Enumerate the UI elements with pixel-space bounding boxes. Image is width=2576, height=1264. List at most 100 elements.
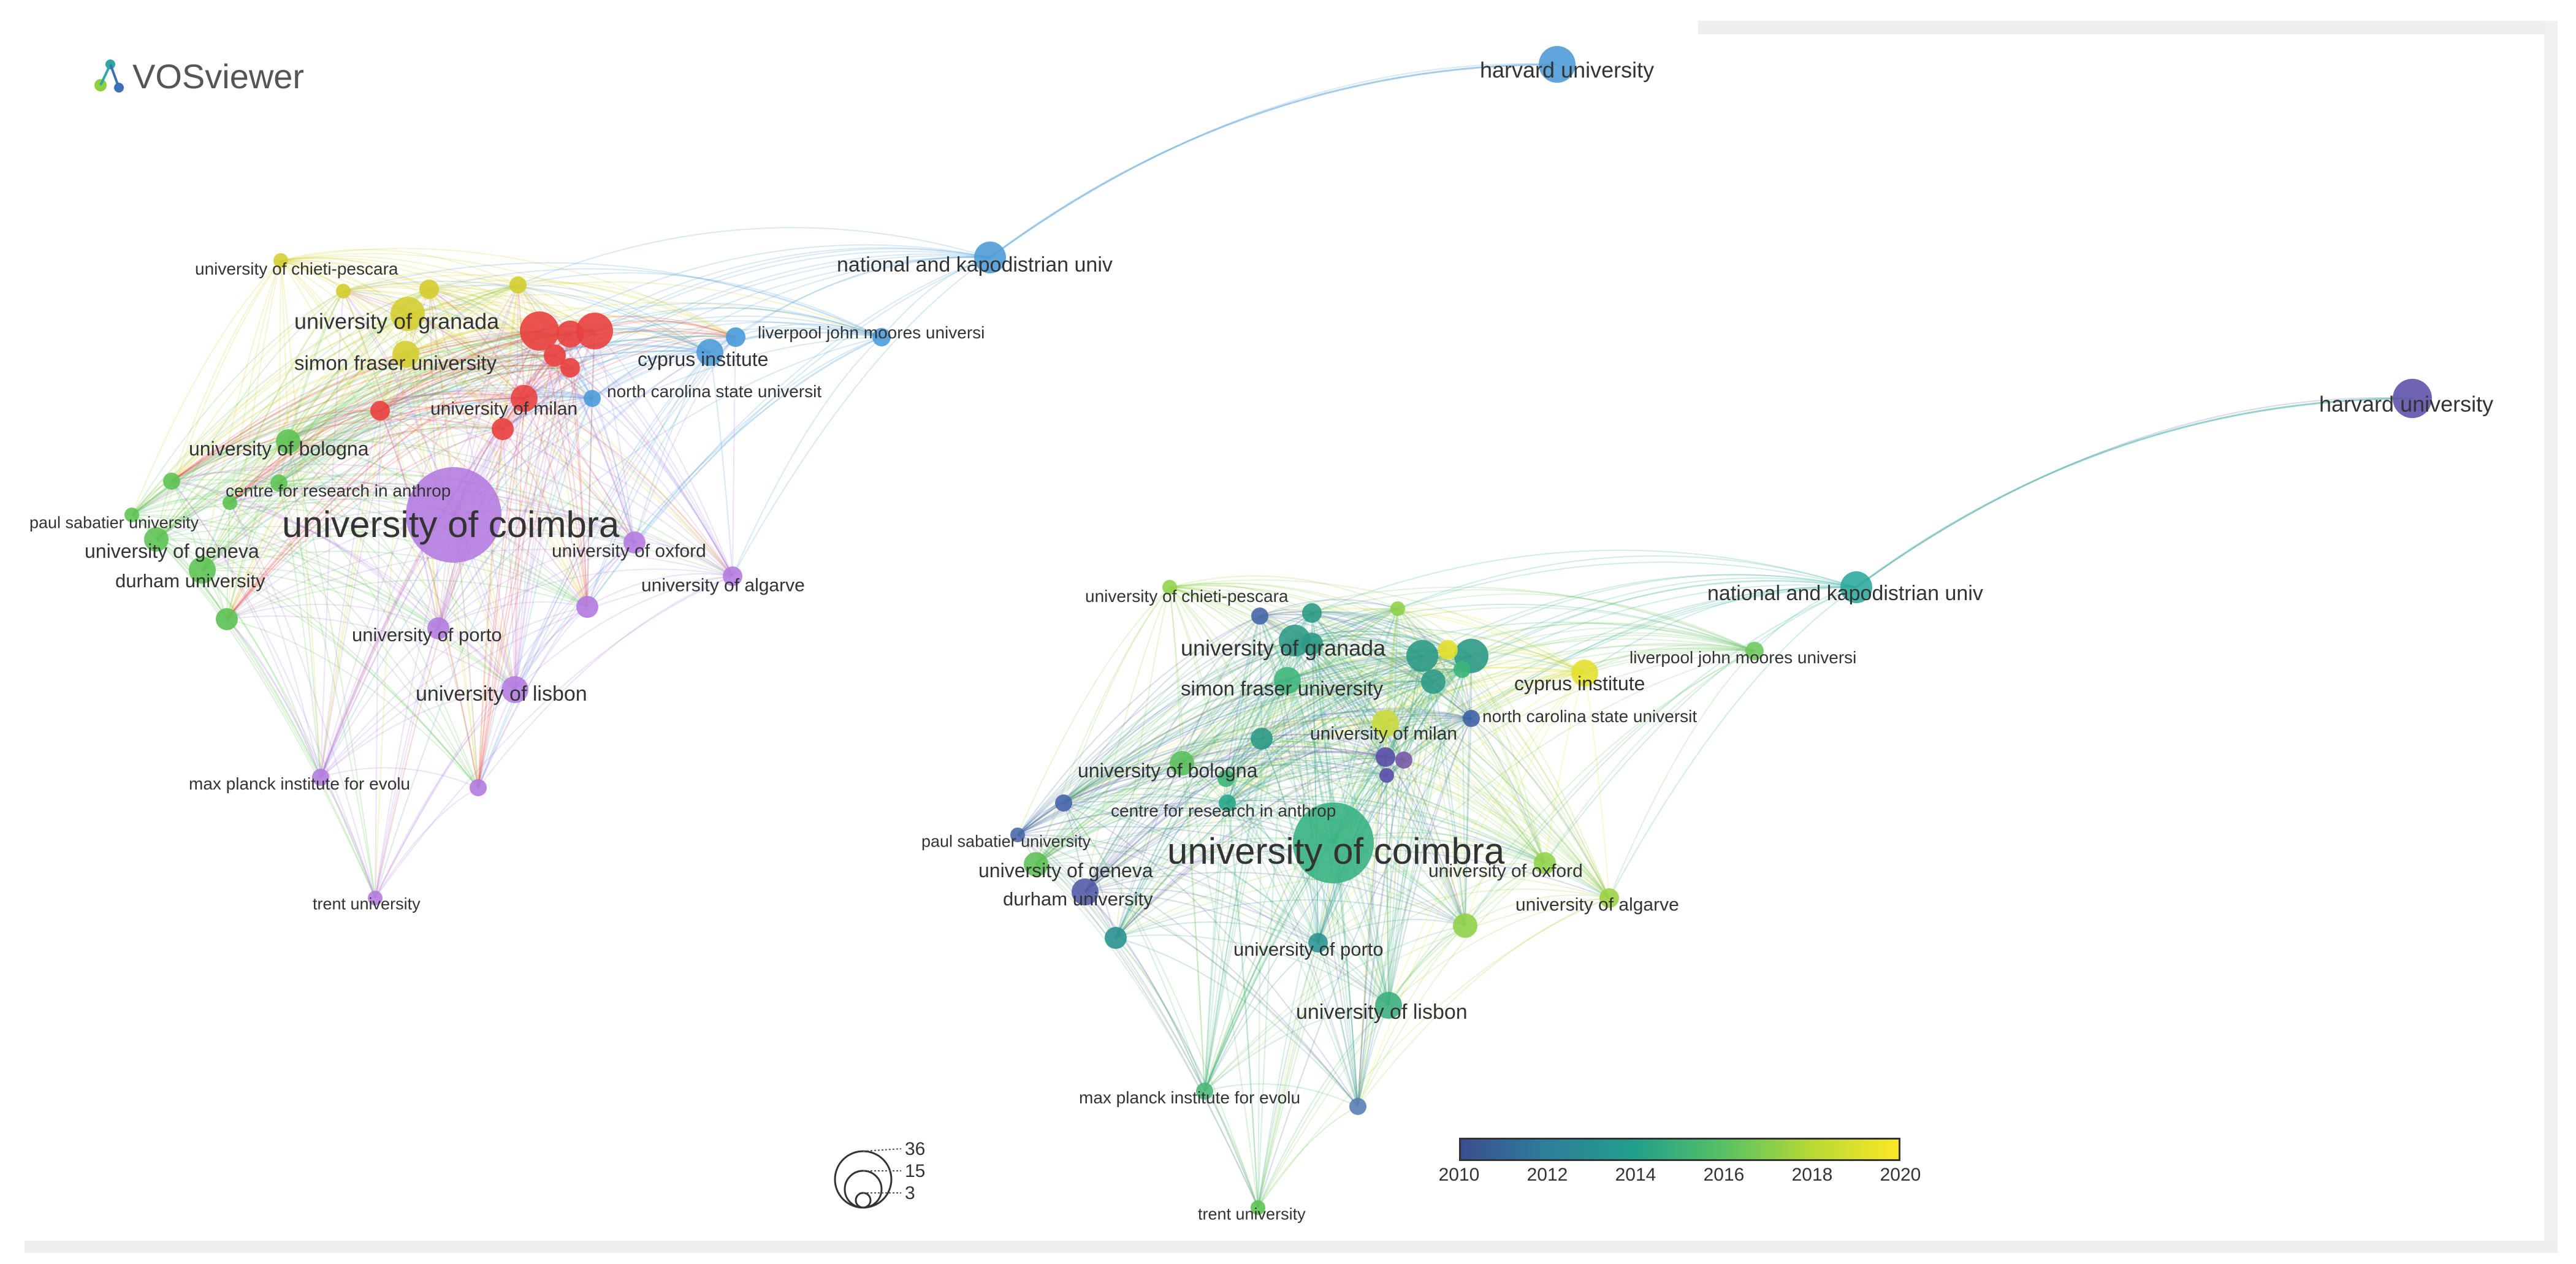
network-node-coimbra[interactable]	[406, 467, 501, 563]
network-node-geneva[interactable]	[1024, 852, 1048, 877]
network-node-nkua[interactable]	[974, 242, 1006, 273]
network-node-ncsu[interactable]	[584, 390, 601, 407]
network-edge	[226, 410, 381, 620]
network-edge	[1311, 643, 1545, 864]
network-node-bologna[interactable]	[276, 429, 300, 454]
network-edge	[278, 397, 525, 484]
network-edge	[1063, 793, 1334, 843]
network-node-nkua[interactable]	[1840, 571, 1872, 603]
network-edge	[288, 441, 479, 788]
network-edge	[343, 287, 540, 332]
network-node-liverpool[interactable]	[1745, 642, 1764, 660]
network-edge	[514, 337, 882, 690]
network-node-sabatier[interactable]	[1010, 828, 1025, 842]
network-node-durham[interactable]	[1072, 878, 1099, 905]
network-edge	[1461, 669, 1545, 864]
network-node-cyprus[interactable]	[696, 339, 723, 366]
network-node-porto[interactable]	[1308, 933, 1328, 953]
network-edge	[1169, 582, 1449, 650]
network-edge	[1388, 897, 1610, 1006]
network-edge	[1084, 891, 1205, 1092]
network-edge	[1311, 643, 1389, 1006]
network-node-liverpool[interactable]	[872, 328, 891, 346]
network-node-porto[interactable]	[427, 617, 449, 639]
network-node-chieti[interactable]	[273, 253, 288, 268]
network-node-harvard[interactable]	[2393, 379, 2432, 418]
network-node-lisbon[interactable]	[501, 676, 528, 703]
network-edge	[1169, 587, 1545, 864]
network-edge	[1035, 587, 1170, 865]
network-node-cyprus[interactable]	[1571, 660, 1598, 687]
network-edge	[1257, 942, 1319, 1208]
network-node-trent[interactable]	[1251, 1200, 1265, 1215]
network-node-ncsu[interactable]	[1463, 710, 1480, 727]
network-edge	[1227, 798, 1610, 899]
network-edge	[478, 330, 595, 788]
network-edge	[280, 257, 430, 290]
network-node-coimbra[interactable]	[1293, 802, 1374, 883]
network-node	[1453, 913, 1477, 938]
network-edge	[539, 244, 991, 332]
network-edge	[171, 481, 321, 778]
network-node-lisbon[interactable]	[1375, 992, 1402, 1019]
network-edge	[171, 354, 555, 482]
network-edge	[1115, 615, 1260, 938]
network-node	[216, 608, 238, 630]
network-edge	[1227, 717, 1472, 804]
network-node-sabatier[interactable]	[124, 508, 139, 522]
network-node-geneva[interactable]	[144, 527, 169, 552]
network-node-bologna[interactable]	[1170, 751, 1194, 775]
network-node-algarve[interactable]	[1599, 888, 1619, 908]
network-edge	[1035, 817, 1545, 865]
network-edge	[502, 428, 588, 607]
network-node-granada[interactable]	[391, 297, 425, 331]
network-edge	[1084, 802, 1228, 893]
network-edge	[278, 350, 711, 484]
network-edge	[1311, 643, 1610, 899]
network-edge	[229, 426, 503, 503]
network-edge	[1257, 718, 1472, 1208]
node-label-porto: university of porto	[1233, 938, 1384, 960]
network-edge	[502, 256, 991, 430]
network-node-oxford[interactable]	[1534, 852, 1556, 874]
network-node-sfu[interactable]	[1274, 667, 1301, 694]
network-node-cria[interactable]	[1219, 794, 1236, 812]
network-node-maxplanck[interactable]	[312, 769, 329, 786]
network-edge	[320, 628, 439, 778]
network-node-algarve[interactable]	[723, 566, 742, 586]
network-edge	[478, 330, 540, 788]
network-node-milan[interactable]	[1372, 710, 1399, 737]
network-edge	[429, 280, 736, 338]
network-edge	[1227, 681, 1434, 804]
network-edge	[1084, 672, 1585, 893]
network-edge	[407, 313, 593, 399]
network-edge	[1035, 862, 1319, 943]
network-edge	[1169, 587, 1334, 843]
network-node-maxplanck[interactable]	[1196, 1083, 1213, 1100]
network-node-harvard[interactable]	[1539, 46, 1576, 83]
network-edge	[131, 260, 281, 516]
colorbar-tick-label: 2014	[1615, 1165, 1656, 1185]
network-node-sfu[interactable]	[392, 341, 419, 368]
network-edge	[594, 248, 991, 332]
network-edge	[131, 354, 555, 516]
network-edge	[226, 330, 540, 620]
node-label-liverpool: liverpool john moores universi	[758, 323, 985, 342]
network-node-milan[interactable]	[511, 385, 538, 412]
network-edge	[229, 350, 711, 503]
network-node-chieti[interactable]	[1162, 580, 1177, 595]
network-edge	[131, 284, 519, 516]
network-node-durham[interactable]	[189, 557, 216, 584]
network-edge	[226, 291, 344, 620]
network-edge	[229, 354, 406, 503]
network-node-cria[interactable]	[270, 474, 288, 492]
network-edge	[1294, 603, 1755, 652]
network-edge	[429, 289, 635, 543]
network-node-oxford[interactable]	[623, 531, 646, 554]
network-edge	[1397, 593, 1755, 652]
network-node-trent[interactable]	[368, 891, 383, 905]
network-edge	[1261, 734, 1386, 758]
network-edge	[375, 398, 593, 899]
network-node-granada[interactable]	[1279, 625, 1311, 657]
